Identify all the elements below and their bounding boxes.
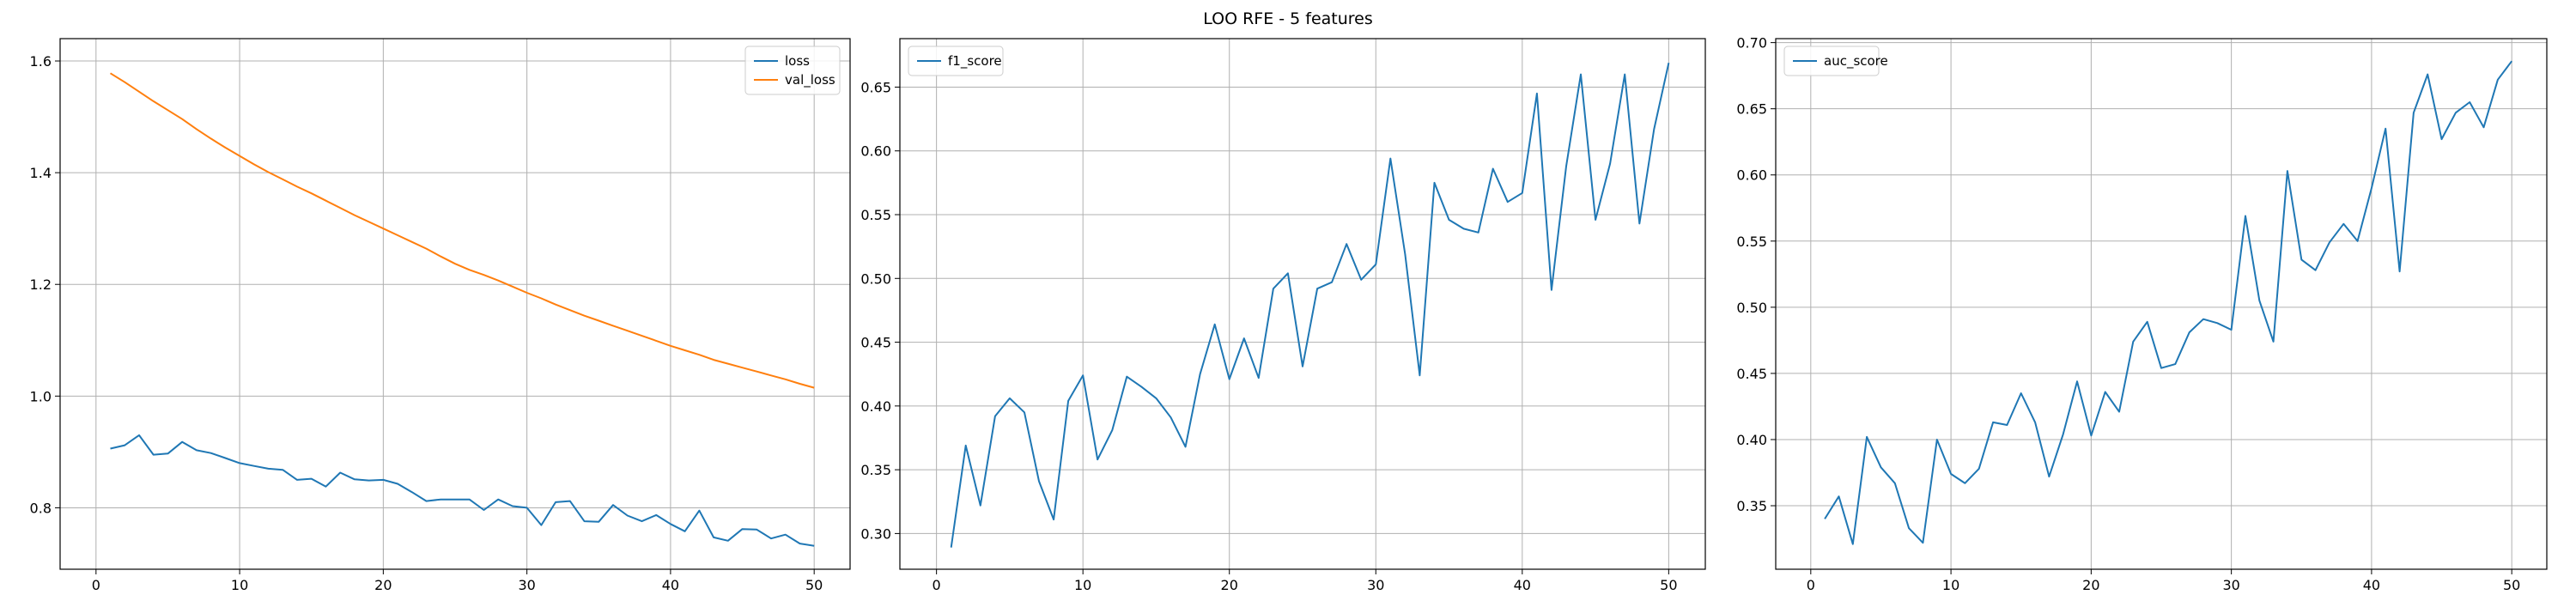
legend: loss val_loss: [744, 46, 841, 95]
y-tick-label: 0.60: [1736, 167, 1767, 184]
y-tick-label: 0.45: [1736, 366, 1767, 382]
legend: auc_score: [1783, 46, 1888, 76]
y-tick-label: 1.4: [30, 165, 52, 181]
series-line-f1-score: [950, 62, 1670, 548]
legend-label: val_loss: [785, 72, 835, 88]
x-tick-label: 40: [662, 577, 679, 593]
x-tick-label: 50: [1660, 577, 1677, 593]
f1-score-chart: 0 10 20 30 40 50 0.30 0.35 0.40 0.45 0.50 0.55 0.60 0…: [860, 38, 1706, 593]
axes-frame: [1775, 38, 2548, 570]
x-tick-label: 10: [231, 577, 248, 593]
x-tick-label: 40: [2363, 577, 2380, 593]
x-tick-label: 20: [374, 577, 392, 593]
series-line-val-loss: [109, 72, 815, 389]
y-tick-label: 0.70: [1736, 35, 1767, 52]
series-line-loss: [110, 434, 815, 547]
figure-title: LOO RFE - 5 features: [1203, 9, 1373, 28]
y-tick-label: 0.60: [860, 143, 891, 160]
legend-label: loss: [785, 53, 810, 69]
legend: f1_score: [908, 46, 1004, 76]
legend-box: [1783, 46, 1880, 76]
x-tick-label: 10: [1074, 577, 1091, 593]
auc-score-chart: 0 10 20 30 40 50 0.35 0.40 0.45 0.50 0.55 0.60 0.65 0…: [1736, 35, 2548, 593]
y-tick-label: 0.55: [1736, 234, 1767, 250]
y-tick-label: 0.30: [860, 525, 891, 542]
x-tick-label: 10: [1942, 577, 1959, 593]
y-tick-label: 0.55: [860, 207, 891, 223]
y-tick-label: 0.8: [30, 500, 52, 516]
legend-label: f1_score: [948, 53, 1002, 70]
x-tick-label: 0: [933, 577, 941, 593]
x-tick-label: 20: [2082, 577, 2099, 593]
x-tick-label: 0: [1807, 577, 1815, 593]
y-tick-label: 0.50: [1736, 300, 1767, 316]
y-tick-label: 0.40: [860, 398, 891, 415]
x-tick-label: 30: [2222, 577, 2239, 593]
y-tick-label: 1.2: [30, 276, 52, 293]
x-tick-label: 30: [518, 577, 535, 593]
x-tick-label: 50: [2503, 577, 2520, 593]
x-tick-label: 20: [1221, 577, 1238, 593]
series-line-auc-score: [1824, 60, 2512, 545]
axes-frame: [899, 38, 1706, 570]
x-tick-label: 30: [1367, 577, 1384, 593]
y-tick-label: 0.35: [860, 462, 891, 478]
y-tick-label: 1.6: [30, 53, 52, 70]
loss-chart: 0 10 20 30 40 50 0.8 1.0 1.2 1.4 1.6 loss val_loss: [30, 38, 851, 593]
y-tick-label: 0.65: [1736, 101, 1767, 118]
legend-box: [744, 46, 841, 95]
y-tick-label: 0.50: [860, 270, 891, 287]
legend-box: [908, 46, 1004, 76]
y-tick-label: 1.0: [30, 388, 52, 404]
y-tick-label: 0.45: [860, 335, 891, 351]
x-tick-label: 40: [1514, 577, 1531, 593]
y-tick-label: 0.35: [1736, 498, 1767, 514]
y-tick-label: 0.65: [860, 79, 891, 95]
x-tick-label: 50: [805, 577, 823, 593]
y-tick-label: 0.40: [1736, 432, 1767, 448]
x-tick-label: 0: [92, 577, 100, 593]
axes-frame: [59, 38, 851, 570]
legend-label: auc_score: [1824, 53, 1888, 70]
